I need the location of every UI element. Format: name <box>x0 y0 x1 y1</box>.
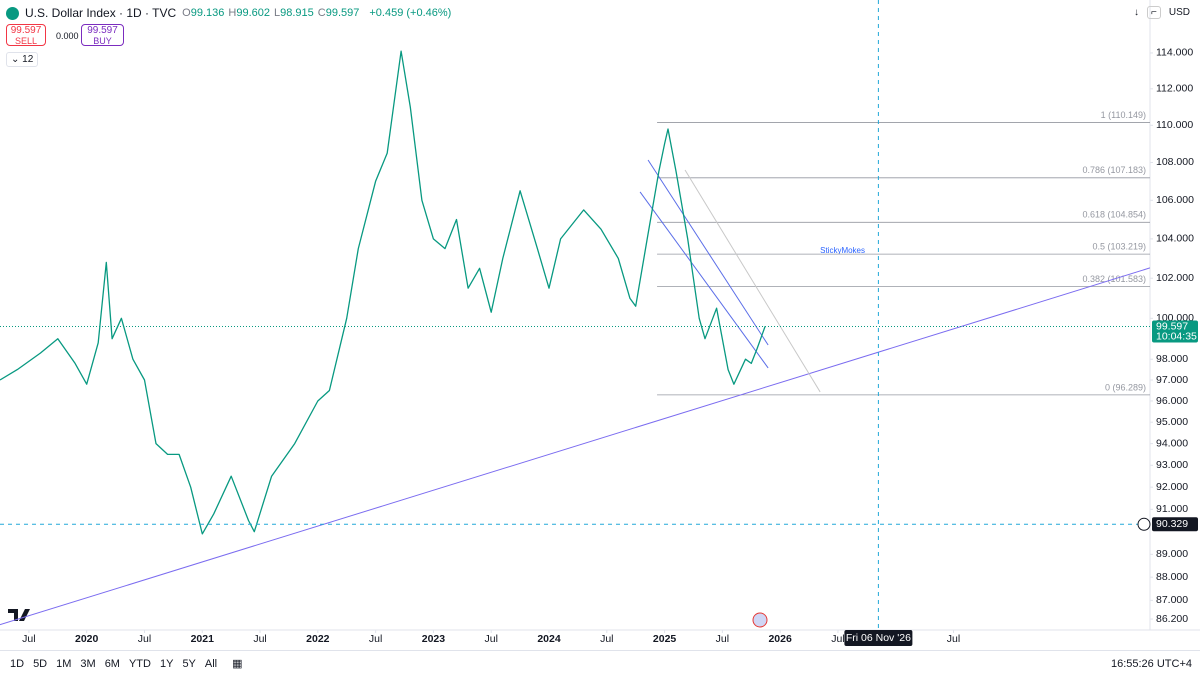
y-tick-label: 92.000 <box>1156 481 1188 493</box>
bottom-toolbar: 1D 5D 1M 3M 6M YTD 1Y 5Y All ▦ 16:55:26 UTC+4 <box>0 650 1200 676</box>
indicators-toggle[interactable]: ⌄ 12 <box>6 52 39 67</box>
countdown: 10:04:35 <box>1156 330 1197 342</box>
x-tick-label: 2020 <box>75 633 99 645</box>
range-button[interactable]: 5D <box>33 657 48 670</box>
y-tick-label: 86.200 <box>1156 613 1188 625</box>
range-button[interactable]: 1Y <box>159 657 174 670</box>
ohlc-key: L <box>273 7 281 19</box>
crosshair-x-box <box>844 630 913 646</box>
range-button[interactable]: 6M <box>104 657 120 670</box>
top-right-tools: ↓ ⌐ USD <box>1134 6 1190 19</box>
price-line <box>0 50 766 535</box>
x-tick-label: Jul <box>831 633 844 645</box>
x-tick-label: 2021 <box>191 633 215 645</box>
crosshair-y-label: 90.329 <box>1156 518 1188 530</box>
y-tick-label: 95.000 <box>1156 416 1188 428</box>
y-tick-label: 102.000 <box>1156 272 1194 284</box>
ohlc-value: 99.136 <box>190 7 225 19</box>
fib-label: 0 (96.289) <box>1105 382 1146 392</box>
symbol[interactable]: U.S. Dollar Index · 1D · TVC <box>25 6 177 20</box>
sell-label: SELL <box>14 36 38 46</box>
crosshair-y-box <box>1152 517 1198 532</box>
fib-label: 0.786 (107.183) <box>1082 165 1146 175</box>
ohlc-key: O <box>182 7 191 19</box>
y-tick-label: 110.000 <box>1156 119 1193 131</box>
y-tick-label: 93.000 <box>1156 459 1188 471</box>
change: +0.459 (+0.46%) <box>369 7 452 19</box>
currency[interactable]: USD <box>1168 7 1190 18</box>
range-button[interactable]: All <box>204 657 218 670</box>
x-tick-label: Jul <box>138 633 151 645</box>
ohlc-key: C <box>317 7 326 19</box>
trendline <box>647 159 769 346</box>
x-tick-label: Jul <box>716 633 729 645</box>
chart: StickyMokes 114.000 112.000 110.000 108.000… <box>0 0 1200 646</box>
trendline <box>684 169 821 393</box>
lock-button[interactable]: ⌐ <box>1147 6 1161 19</box>
x-tick-label: Jul <box>947 633 960 645</box>
ohlc: O99.136 H99.602 L98.915 C99.597 <box>182 7 363 19</box>
arrow-button[interactable]: ↓ <box>1134 7 1140 18</box>
y-tick-label: 91.000 <box>1156 503 1188 515</box>
range-button[interactable]: 5Y <box>182 657 196 670</box>
y-tick-label: 98.000 <box>1156 353 1188 365</box>
ohlc-value: 99.597 <box>325 7 360 19</box>
x-tick-label: Jul <box>484 633 497 645</box>
range-button[interactable]: 1D <box>10 657 25 670</box>
tv-logo <box>8 609 30 621</box>
buy-price: 99.597 <box>87 25 118 36</box>
sell-price: 99.597 <box>10 25 42 36</box>
y-tick-label: 97.000 <box>1156 374 1188 386</box>
y-tick-label: 87.000 <box>1156 594 1188 606</box>
last-price-label: 99.597 <box>1156 320 1188 332</box>
y-tick-label: 96.000 <box>1156 395 1188 407</box>
x-tick-label: 2026 <box>768 633 792 645</box>
event-flag[interactable] <box>752 612 768 628</box>
x-tick-label: Jul <box>369 633 382 645</box>
y-tick-label: 104.000 <box>1156 233 1194 245</box>
symbol-icon <box>6 6 19 20</box>
y-tick-label: 114.000 <box>1156 47 1193 59</box>
y-tick-label: 88.000 <box>1156 571 1188 583</box>
y-tick-label: 106.000 <box>1156 194 1194 206</box>
last-price-box <box>1152 320 1198 343</box>
symbol-header: U.S. Dollar Index · 1D · TVC O99.136 H99.… <box>6 6 451 20</box>
add-button <box>1137 517 1151 531</box>
x-tick-label: 2022 <box>306 633 330 645</box>
x-tick-label: Jul <box>253 633 266 645</box>
buy-button[interactable]: 99.597 BUY <box>81 24 124 46</box>
trendline <box>639 191 769 369</box>
x-tick-label: Jul <box>600 633 613 645</box>
fib-label: 0.618 (104.854) <box>1082 210 1146 220</box>
ohlc-value: 99.602 <box>236 7 270 19</box>
x-tick-label: 2024 <box>537 633 561 645</box>
y-tick-label: 94.000 <box>1156 437 1188 449</box>
spread: 0.000 <box>56 31 79 41</box>
range-button[interactable]: 3M <box>80 657 96 670</box>
x-tick-label: 2023 <box>422 633 446 645</box>
range-button[interactable]: YTD <box>128 657 151 670</box>
annotation: StickyMokes <box>820 246 865 255</box>
buy-label: BUY <box>93 36 112 46</box>
trendline <box>0 267 1150 626</box>
range-button[interactable]: 1M <box>56 657 72 670</box>
ohlc-key: H <box>228 7 237 19</box>
y-tick-label: 112.000 <box>1156 83 1193 95</box>
crosshair-x-label: Fri 06 Nov '26 <box>846 632 911 644</box>
indicator-count: 12 <box>22 54 34 65</box>
ohlc-value: 98.915 <box>280 7 314 19</box>
clock: 16:55:26 UTC+4 <box>1110 657 1192 670</box>
fib-label: 1 (110.149) <box>1101 110 1146 120</box>
sell-button[interactable]: 99.597 SELL <box>6 24 46 46</box>
x-tick-label: 2025 <box>653 633 677 645</box>
x-tick-label: Jul <box>22 633 35 645</box>
y-tick-label: 108.000 <box>1156 156 1194 168</box>
fib-label: 0.5 (103.219) <box>1092 242 1146 252</box>
calendar-button[interactable]: ▦ <box>232 658 243 670</box>
y-tick-label: 89.000 <box>1156 548 1188 560</box>
